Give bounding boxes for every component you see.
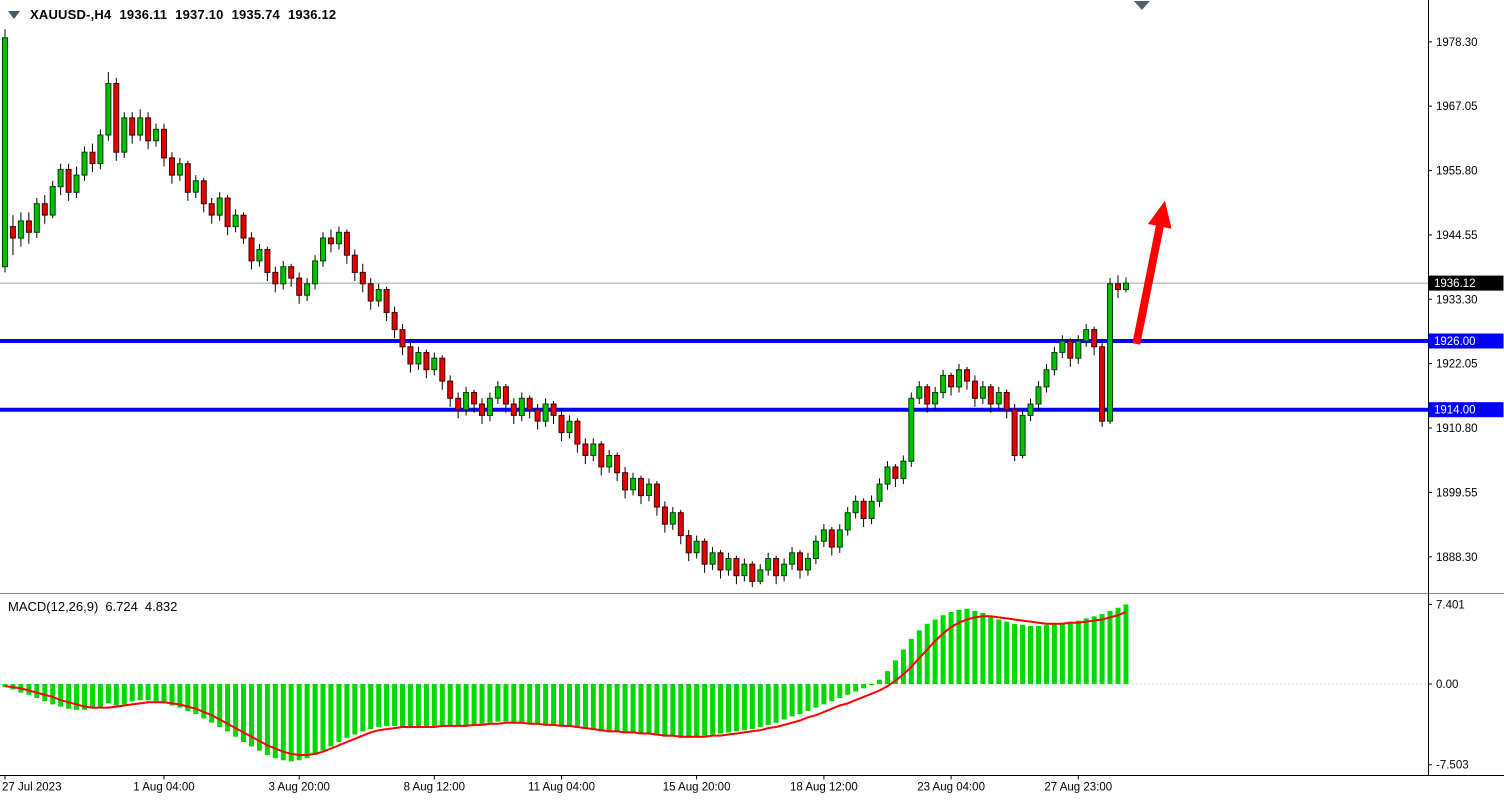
svg-text:1967.05: 1967.05 bbox=[1436, 101, 1478, 113]
macd-signal-value: 4.832 bbox=[144, 599, 178, 614]
object-anchor-marker-icon bbox=[1133, 1, 1150, 10]
svg-text:1933.30: 1933.30 bbox=[1436, 294, 1478, 306]
current-price-tag: 1936.12 bbox=[1428, 275, 1504, 291]
svg-text:27 Jul 2023: 27 Jul 2023 bbox=[2, 782, 61, 794]
svg-text:3 Aug 20:00: 3 Aug 20:00 bbox=[268, 782, 329, 794]
svg-text:1978.30: 1978.30 bbox=[1436, 37, 1478, 49]
trend-arrow[interactable] bbox=[1132, 200, 1172, 345]
quote-high: 1937.10 bbox=[175, 7, 224, 22]
svg-text:1944.55: 1944.55 bbox=[1436, 230, 1478, 242]
svg-text:1888.30: 1888.30 bbox=[1436, 552, 1478, 564]
svg-text:7.401: 7.401 bbox=[1436, 599, 1465, 611]
quote-open: 1936.11 bbox=[119, 7, 168, 22]
svg-text:0.00: 0.00 bbox=[1436, 679, 1458, 691]
svg-text:1926.00: 1926.00 bbox=[1434, 336, 1476, 348]
svg-text:1914.00: 1914.00 bbox=[1434, 405, 1476, 417]
svg-text:1955.80: 1955.80 bbox=[1436, 166, 1478, 178]
macd-indicator-label: MACD(12,26,9) 6.724 4.832 bbox=[8, 599, 177, 614]
svg-text:15 Aug 20:00: 15 Aug 20:00 bbox=[663, 782, 731, 794]
chart-header: XAUUSD-,H4 1936.11 1937.10 1935.74 1936.… bbox=[8, 7, 336, 22]
svg-text:27 Aug 23:00: 27 Aug 23:00 bbox=[1044, 782, 1112, 794]
svg-text:1910.80: 1910.80 bbox=[1436, 423, 1478, 435]
macd-axis[interactable]: 7.401 0.00 -7.503 bbox=[1428, 599, 1469, 772]
macd-histogram bbox=[2, 604, 1129, 762]
svg-text:1899.55: 1899.55 bbox=[1436, 487, 1478, 499]
quote-close: 1936.12 bbox=[287, 7, 337, 22]
svg-text:23 Aug 04:00: 23 Aug 04:00 bbox=[917, 782, 985, 794]
svg-text:-7.503: -7.503 bbox=[1436, 760, 1469, 772]
level-price-tag-1914.00: 1914.00 bbox=[1428, 402, 1504, 418]
svg-text:11 Aug 04:00: 11 Aug 04:00 bbox=[528, 782, 595, 794]
level-price-tag-1926.00: 1926.00 bbox=[1428, 333, 1504, 349]
time-axis[interactable]: 27 Jul 2023 1 Aug 04:00 3 Aug 20:00 8 Aug 1… bbox=[2, 775, 1112, 794]
macd-signal-line bbox=[4, 611, 1127, 756]
symbol-dropdown-icon bbox=[8, 10, 20, 19]
svg-text:1936.12: 1936.12 bbox=[1434, 278, 1476, 290]
macd-name: MACD(12,26,9) bbox=[8, 599, 99, 614]
svg-text:1 Aug 04:00: 1 Aug 04:00 bbox=[133, 782, 194, 794]
macd-main-value: 6.724 bbox=[105, 599, 138, 614]
price-axis[interactable]: 1978.30 1967.05 1955.80 1944.55 1933.30 1922.… bbox=[1428, 37, 1478, 564]
svg-text:18 Aug 12:00: 18 Aug 12:00 bbox=[790, 782, 858, 794]
candles-layer bbox=[2, 29, 1129, 588]
svg-text:8 Aug 12:00: 8 Aug 12:00 bbox=[404, 782, 465, 794]
quote-low: 1935.74 bbox=[231, 7, 280, 22]
svg-text:1922.05: 1922.05 bbox=[1436, 359, 1478, 371]
symbol-title: XAUUSD-,H4 bbox=[30, 7, 112, 22]
